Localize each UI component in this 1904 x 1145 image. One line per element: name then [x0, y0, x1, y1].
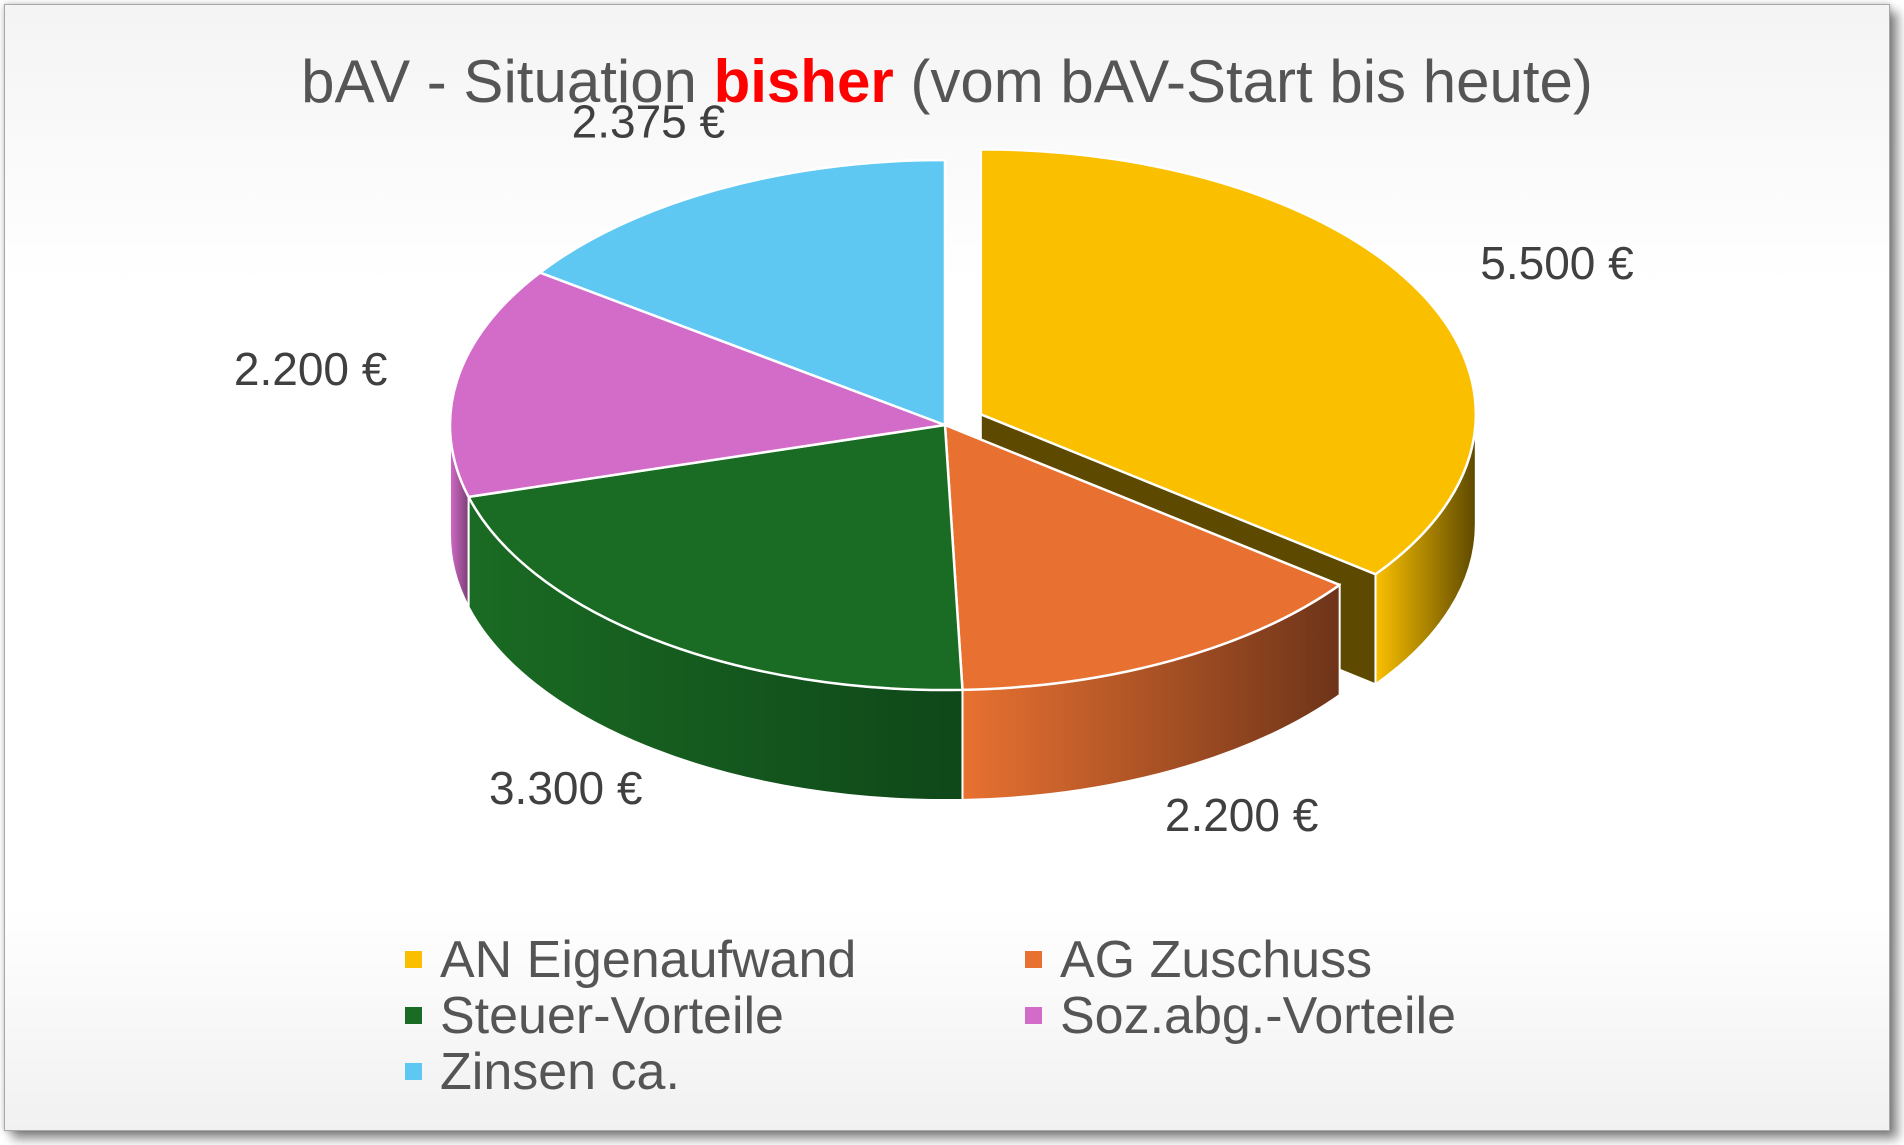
- legend-swatch-zinsen-ca: [405, 1062, 422, 1080]
- chart-title: bAV - Situation bisher (vom bAV-Start bi…: [5, 47, 1889, 116]
- legend-swatch-an-eigenaufwand: [405, 950, 422, 968]
- legend-label-zinsen-ca: Zinsen ca.: [440, 1043, 680, 1101]
- legend-item-zinsen-ca: Zinsen ca.: [405, 1043, 680, 1101]
- legend-item-soz-abg-vorteile: Soz.abg.-Vorteile: [1025, 987, 1456, 1045]
- pie-slice-ag-zuschuss: [943, 423, 1341, 692]
- legend-item-ag-zuschuss: AG Zuschuss: [1025, 931, 1372, 989]
- legend-label-an-eigenaufwand: AN Eigenaufwand: [440, 931, 857, 989]
- pie-slice-an-eigenaufwand: [979, 148, 1477, 576]
- legend-label-steuer-vorteile: Steuer-Vorteile: [440, 987, 784, 1045]
- legend-item-steuer-vorteile: Steuer-Vorteile: [405, 987, 784, 1045]
- legend-label-soz-abg-vorteile: Soz.abg.-Vorteile: [1060, 987, 1457, 1045]
- legend-item-an-eigenaufwand: AN Eigenaufwand: [405, 931, 856, 989]
- chart-frame: bAV - Situation bisher (vom bAV-Start bi…: [4, 4, 1890, 1131]
- data-label-an-eigenaufwand: 5.500 €: [1480, 237, 1633, 289]
- chart-title-suffix: (vom bAV-Start bis heute): [893, 48, 1593, 115]
- data-label-zinsen-ca: 2.375 €: [572, 95, 725, 147]
- pie-slice-soz-abg-vorteile: [448, 271, 947, 499]
- pie-chart: 5.500 € 2.200 € 3.300 € 2.200 € 2.375 €: [234, 95, 1634, 841]
- pie-slice-zinsen-ca: [538, 158, 947, 427]
- legend-swatch-steuer-vorteile: [405, 1006, 422, 1024]
- chart-title-highlight: bisher: [713, 48, 894, 115]
- legend-swatch-ag-zuschuss: [1025, 950, 1042, 968]
- legend-swatch-soz-abg-vorteile: [1025, 1006, 1042, 1024]
- pie-slice-steuer-vorteile: [467, 423, 964, 692]
- legend-label-ag-zuschuss: AG Zuschuss: [1060, 931, 1373, 989]
- data-label-steuer-vorteile: 3.300 €: [489, 762, 642, 814]
- data-label-soz-abg-vorteile: 2.200 €: [234, 343, 387, 395]
- data-label-ag-zuschuss: 2.200 €: [1165, 789, 1318, 841]
- chart-title-prefix: bAV - Situation: [301, 48, 714, 115]
